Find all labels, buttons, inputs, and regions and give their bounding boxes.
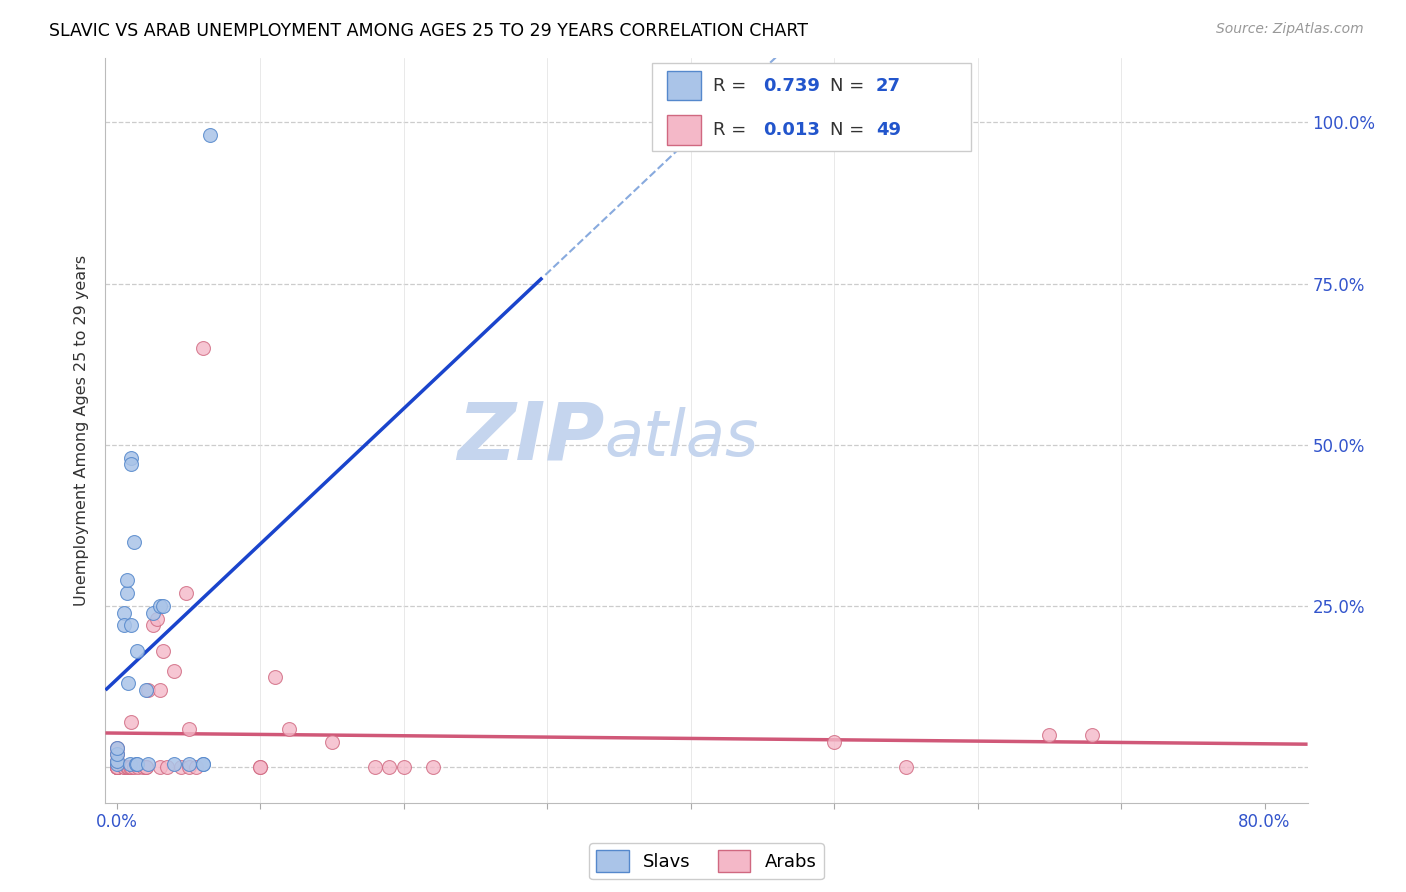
Point	[118, 760, 141, 774]
Point	[112, 618, 135, 632]
Point	[105, 747, 128, 762]
Point	[117, 676, 139, 690]
Text: R =: R =	[713, 121, 752, 139]
Point	[112, 606, 135, 620]
Text: N =: N =	[831, 77, 870, 95]
Point	[105, 754, 128, 768]
Point	[823, 734, 845, 748]
Point	[321, 734, 343, 748]
Text: N =: N =	[831, 121, 870, 139]
Point	[152, 599, 174, 614]
Point	[105, 747, 128, 762]
Point	[163, 664, 186, 678]
Point	[263, 670, 285, 684]
Point	[105, 760, 128, 774]
FancyBboxPatch shape	[652, 63, 972, 151]
Point	[149, 760, 172, 774]
Text: SLAVIC VS ARAB UNEMPLOYMENT AMONG AGES 25 TO 29 YEARS CORRELATION CHART: SLAVIC VS ARAB UNEMPLOYMENT AMONG AGES 2…	[49, 22, 808, 40]
Point	[105, 754, 128, 768]
Point	[125, 644, 148, 658]
Point	[142, 606, 165, 620]
Text: 0.739: 0.739	[763, 77, 820, 95]
Point	[135, 760, 157, 774]
Point	[249, 760, 271, 774]
Point	[105, 760, 128, 774]
Point	[120, 760, 142, 774]
Point	[105, 760, 128, 774]
Text: 27: 27	[876, 77, 901, 95]
Point	[135, 760, 157, 774]
Point	[191, 757, 214, 772]
Point	[1081, 728, 1104, 742]
Point	[112, 760, 135, 774]
Point	[177, 722, 200, 736]
Point	[170, 760, 193, 774]
Point	[117, 760, 139, 774]
Point	[177, 760, 200, 774]
Point	[249, 760, 271, 774]
Point	[115, 586, 138, 600]
Text: R =: R =	[713, 77, 752, 95]
Point	[118, 757, 141, 772]
Point	[422, 760, 444, 774]
Point	[146, 612, 169, 626]
Point	[138, 757, 160, 772]
Point	[135, 682, 157, 697]
Point	[120, 715, 142, 730]
Point	[120, 618, 142, 632]
Point	[112, 760, 135, 774]
Point	[149, 682, 172, 697]
Point	[124, 757, 146, 772]
Point	[120, 457, 142, 471]
Point	[163, 757, 186, 772]
Point	[278, 722, 301, 736]
Point	[198, 128, 221, 143]
Point	[120, 450, 142, 465]
Point	[105, 760, 128, 774]
FancyBboxPatch shape	[666, 115, 700, 145]
Point	[105, 741, 128, 756]
Point	[105, 760, 128, 774]
Point	[105, 760, 128, 774]
Legend: Slavs, Arabs: Slavs, Arabs	[589, 843, 824, 880]
Point	[174, 586, 197, 600]
Point	[138, 682, 160, 697]
Point	[105, 760, 128, 774]
Y-axis label: Unemployment Among Ages 25 to 29 years: Unemployment Among Ages 25 to 29 years	[75, 255, 90, 606]
Point	[122, 534, 145, 549]
Point	[184, 760, 207, 774]
Text: atlas: atlas	[605, 407, 759, 469]
Point	[142, 618, 165, 632]
Point	[364, 760, 387, 774]
Text: ZIP: ZIP	[457, 399, 605, 477]
Point	[378, 760, 401, 774]
Point	[152, 644, 174, 658]
Point	[894, 760, 917, 774]
Point	[1038, 728, 1060, 742]
Point	[149, 599, 172, 614]
Point	[115, 574, 138, 588]
FancyBboxPatch shape	[666, 70, 700, 101]
Point	[125, 757, 148, 772]
Text: 49: 49	[876, 121, 901, 139]
Text: Source: ZipAtlas.com: Source: ZipAtlas.com	[1216, 22, 1364, 37]
Point	[105, 757, 128, 772]
Point	[115, 760, 138, 774]
Point	[105, 741, 128, 756]
Point	[156, 760, 179, 774]
Point	[127, 760, 149, 774]
Point	[122, 760, 145, 774]
Point	[392, 760, 415, 774]
Point	[191, 341, 214, 355]
Text: 0.013: 0.013	[763, 121, 820, 139]
Point	[132, 760, 155, 774]
Point	[177, 757, 200, 772]
Point	[191, 757, 214, 772]
